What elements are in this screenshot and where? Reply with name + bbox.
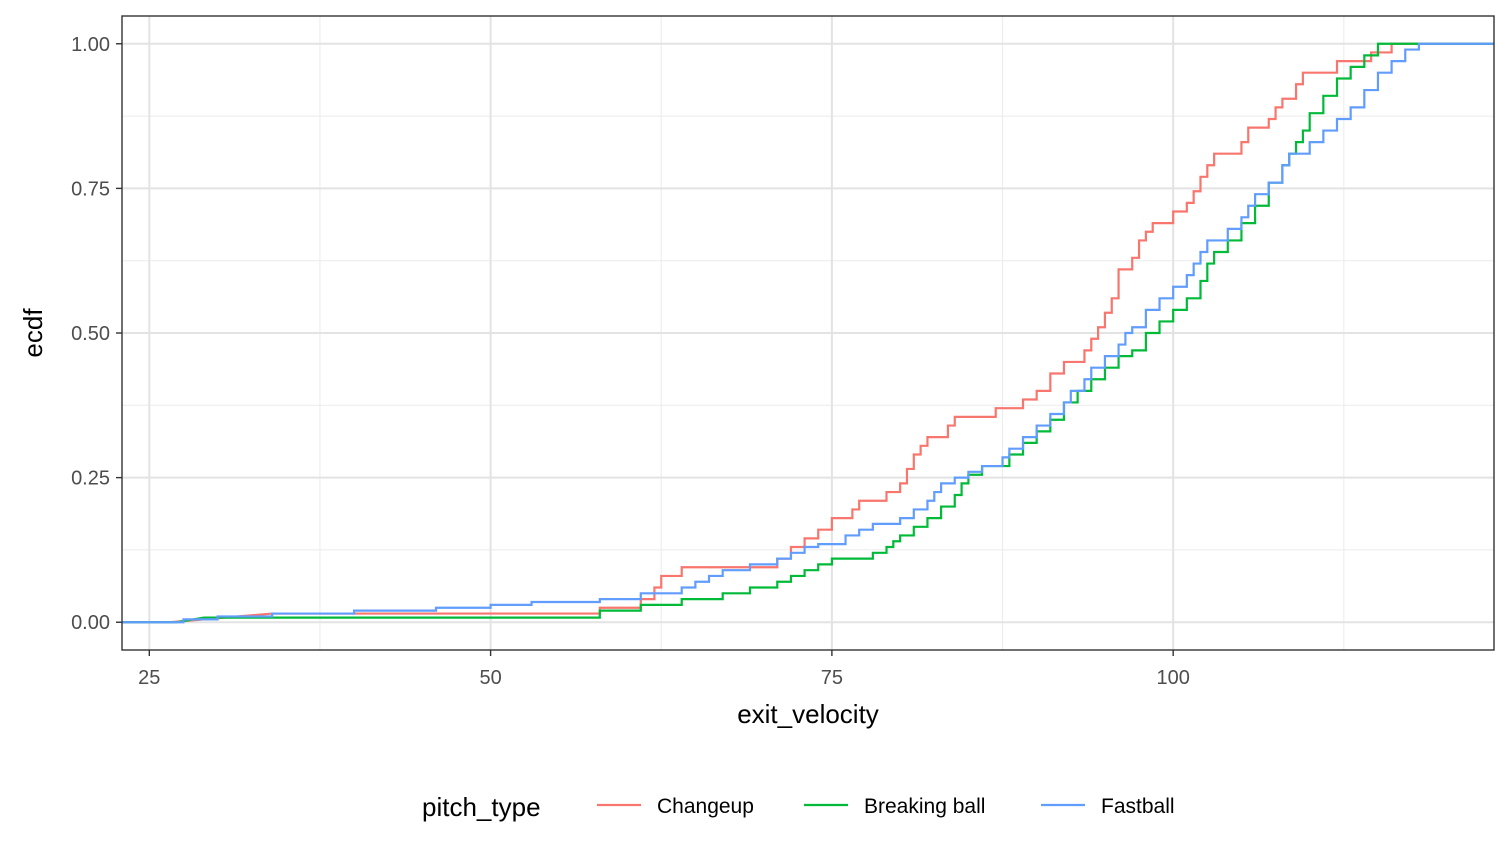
legend-label-fastball: Fastball [1101, 795, 1175, 818]
series-lines [122, 42, 1494, 624]
y-tick-label: 1.00 [71, 34, 110, 56]
legend-label-breaking-ball: Breaking ball [864, 795, 985, 818]
y-tick-label: 0.25 [71, 468, 110, 490]
y-axis-title: ecdf [18, 308, 48, 358]
x-axis: 25 50 75 100 [138, 650, 1190, 689]
y-axis: 0.00 0.25 0.50 0.75 1.00 [71, 34, 122, 634]
y-tick-label: 0.75 [71, 178, 110, 200]
minor-gridlines [122, 16, 1494, 650]
x-tick-label: 75 [821, 667, 843, 689]
legend: pitch_type Changeup Breaking ball Fastball [422, 792, 1175, 822]
x-tick-label: 50 [479, 667, 501, 689]
y-tick-label: 0.50 [71, 323, 110, 345]
legend-label-changeup: Changeup [657, 795, 754, 818]
major-gridlines [122, 16, 1494, 650]
series-line-fastball [122, 42, 1494, 624]
y-tick-label: 0.00 [71, 612, 110, 634]
x-axis-title: exit_velocity [737, 699, 879, 729]
series-line-changeup [122, 42, 1494, 624]
x-tick-label: 25 [138, 667, 160, 689]
legend-title: pitch_type [422, 792, 541, 822]
x-tick-label: 100 [1156, 667, 1189, 689]
